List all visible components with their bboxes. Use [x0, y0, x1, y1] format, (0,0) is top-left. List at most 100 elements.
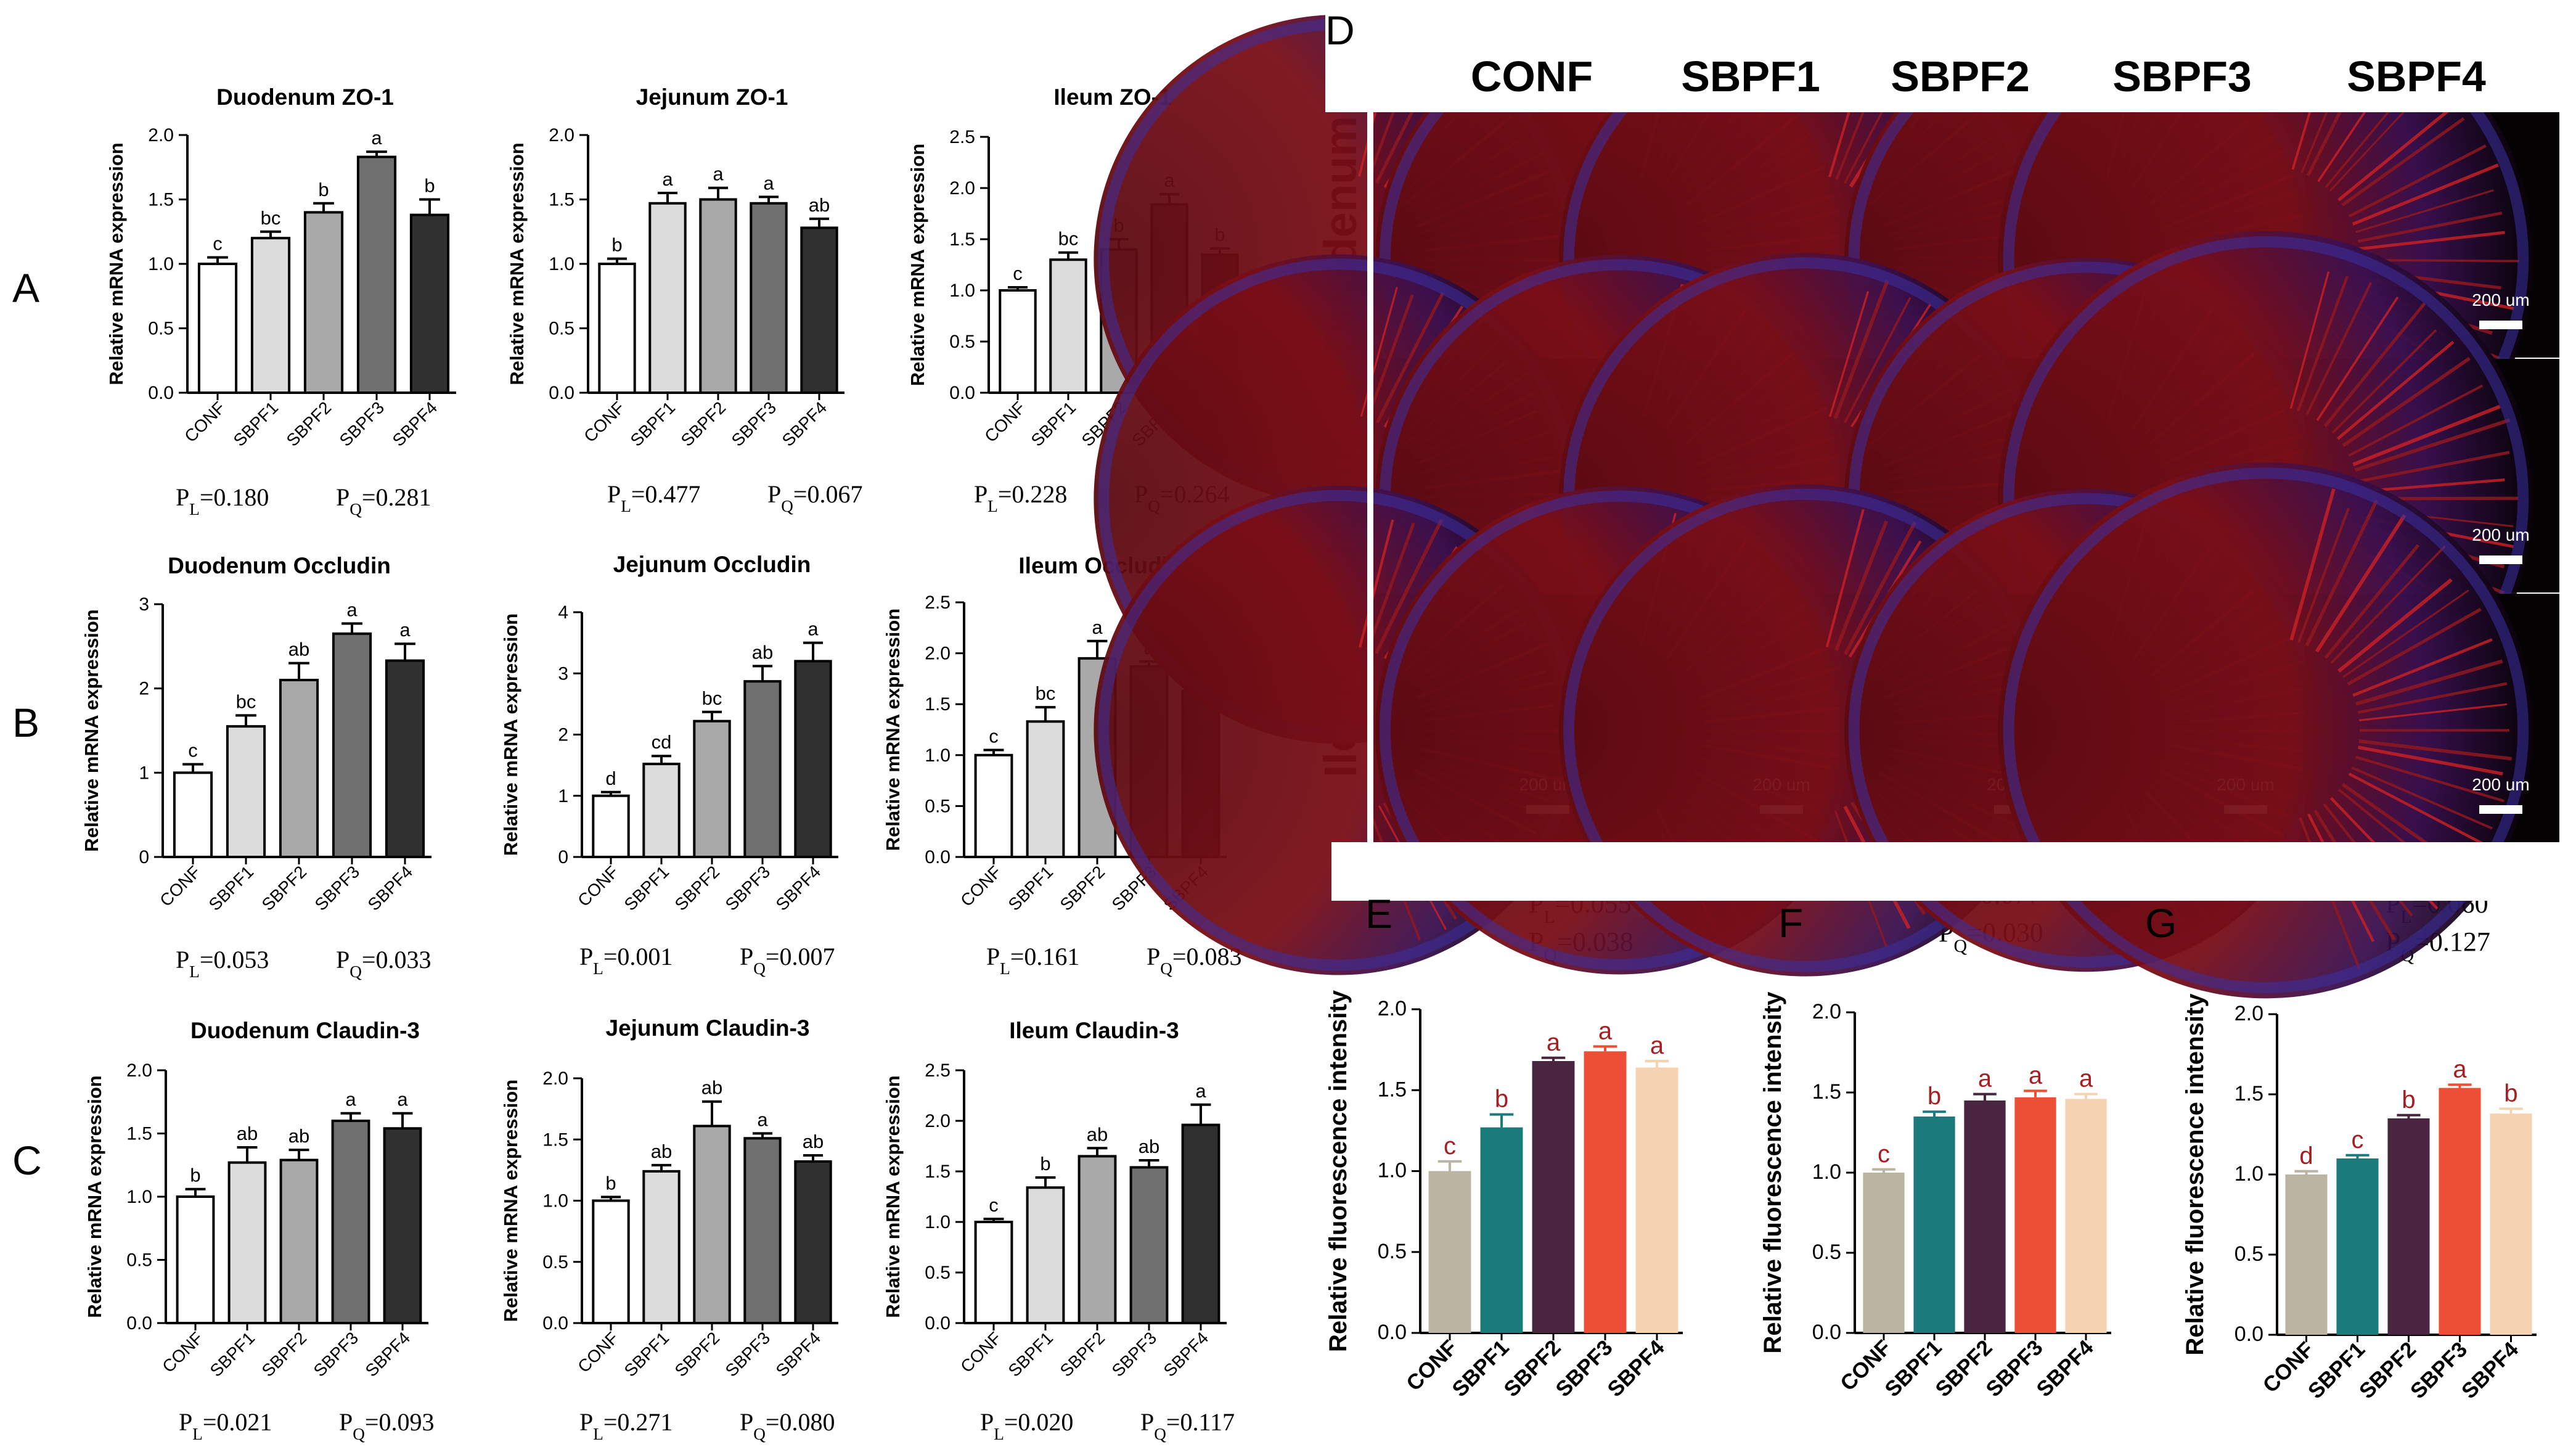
y-axis-label: Relative mRNA expression: [105, 142, 127, 385]
bar-sbpf1: [226, 725, 266, 858]
mask-right: [2559, 92, 2576, 851]
p-linear: PL=0.161: [986, 943, 1079, 978]
p-symbol: P: [339, 1408, 353, 1436]
p-symbol: P: [176, 946, 189, 973]
significance-letter: ab: [288, 639, 309, 660]
significance-letter: ab: [651, 1141, 672, 1162]
bar-sbpf1: [250, 237, 291, 395]
p-symbol: P: [1147, 943, 1160, 970]
bar-conf: [598, 263, 636, 394]
y-axis-label: Relative mRNA expression: [81, 609, 102, 851]
p-symbol: P: [1140, 1408, 1154, 1436]
p-symbol: P: [767, 480, 781, 508]
bar-sbpf2: [699, 198, 737, 394]
y-tick-label: 0.5: [2235, 1242, 2263, 1266]
bar-sbpf2: [1964, 1100, 2006, 1333]
chart-title: Ileum Claudin-3: [1009, 1018, 1179, 1043]
p-subscript: Q: [1154, 1425, 1166, 1443]
y-tick-label: 2.0: [542, 1068, 568, 1089]
scale-bar-label: 200 um: [2472, 775, 2529, 794]
y-tick-label: 0.5: [126, 1250, 152, 1271]
p-linear: PL=0.020: [980, 1408, 1073, 1443]
y-tick-label: 1: [139, 763, 149, 783]
x-tick-label: SBPF1: [2304, 1337, 2370, 1403]
significance-letter: ab: [701, 1077, 722, 1099]
villus-stripe: [2347, 607, 2482, 686]
significance-letter: a: [1195, 1080, 1206, 1102]
villus-stripe: [2305, 282, 2373, 416]
bar-sbpf3: [1129, 1166, 1169, 1324]
y-tick-label: 2.0: [2235, 1002, 2263, 1025]
bar-sbpf4: [2490, 1113, 2532, 1335]
p-value: =0.080: [766, 1408, 835, 1436]
y-tick-label: 1.0: [148, 254, 174, 274]
x-tick-label: SBPF3: [310, 1328, 362, 1380]
panel-label-e: E: [1365, 891, 1392, 937]
x-tick-label: SBPF1: [627, 398, 679, 450]
y-tick-label: 3: [139, 594, 149, 615]
mask-bottom: [1331, 842, 2576, 901]
villus-stripe: [1829, 290, 1870, 417]
villus-stripe: [1366, 294, 1414, 419]
significance-letter: b: [2402, 1086, 2415, 1113]
villus-stripe: [2316, 296, 2399, 422]
villus-stripe: [2358, 745, 2503, 776]
panel-label-d: D: [1325, 7, 1355, 53]
p-symbol: P: [980, 1408, 994, 1436]
p-quadratic: PQ=0.080: [740, 1408, 835, 1443]
y-tick-label: 2.5: [925, 592, 951, 613]
p-linear: PL=0.271: [579, 1408, 673, 1443]
x-tick-label: SBPF2: [677, 398, 730, 450]
p-subscript: Q: [753, 959, 766, 978]
significance-letter: a: [1598, 1017, 1613, 1044]
significance-letter: a: [346, 599, 358, 620]
significance-letter: d: [2299, 1142, 2313, 1170]
p-value: =0.117: [1166, 1408, 1235, 1436]
x-tick-label: SBPF4: [389, 398, 441, 450]
y-tick-label: 1.5: [2235, 1082, 2263, 1105]
villus-stripe: [2324, 544, 2420, 659]
mask-top: [1325, 0, 2576, 112]
significance-letter: a: [345, 1089, 356, 1110]
p-linear: PL=0.001: [579, 943, 673, 978]
y-axis-label: Relative mRNA expression: [500, 1080, 521, 1322]
bar-sbpf4: [409, 213, 450, 394]
p-subscript: L: [593, 959, 603, 978]
x-tick-label: SBPF3: [1981, 1335, 2047, 1401]
bar-sbpf1: [1049, 258, 1087, 395]
x-tick-label: SBPF4: [364, 862, 417, 914]
villus-stripe: [2352, 638, 2493, 697]
bar-sbpf2: [693, 1125, 731, 1325]
p-value: =0.020: [1004, 1408, 1074, 1436]
y-axis-label: Relative fluorescence intensity: [2181, 993, 2209, 1356]
y-tick-label: 0: [139, 847, 149, 867]
significance-letter: a: [1650, 1032, 1664, 1059]
bar-sbpf1: [1026, 720, 1065, 859]
scale-bar: [2479, 321, 2522, 329]
p-quadratic: PQ=0.117: [1140, 1408, 1235, 1443]
p-linear: PL=0.021: [179, 1408, 272, 1443]
bar-sbpf1: [1913, 1117, 1955, 1333]
significance-letter: c: [2352, 1126, 2364, 1154]
p-symbol: P: [179, 1408, 192, 1436]
significance-letter: a: [808, 618, 819, 640]
bar-sbpf1: [1026, 1186, 1065, 1324]
significance-letter: ab: [752, 641, 773, 663]
bar-sbpf2: [1077, 1155, 1117, 1325]
villus-stripe: [1834, 520, 1889, 651]
villus-stripe: [2355, 659, 2503, 706]
bar-conf: [999, 289, 1037, 394]
x-tick-label: SBPF2: [258, 862, 311, 914]
y-axis-label: Relative mRNA expression: [907, 144, 928, 386]
villus-stripe: [1844, 297, 1912, 424]
bar-sbpf1: [227, 1161, 267, 1325]
significance-letter: a: [763, 172, 774, 194]
significance-letter: a: [1092, 617, 1103, 638]
p-subscript: Q: [350, 962, 362, 981]
x-tick-label: SBPF1: [1447, 1335, 1513, 1401]
significance-letter: cd: [652, 731, 672, 753]
nuclei-rim: [2003, 467, 2529, 993]
bar-sbpf3: [743, 1137, 782, 1324]
chart-jcld: 0.0 0.5 1.0 1.5 2.0 Relative mRNA expression J…: [500, 1015, 838, 1443]
p-linear: PL=0.477: [607, 480, 700, 515]
